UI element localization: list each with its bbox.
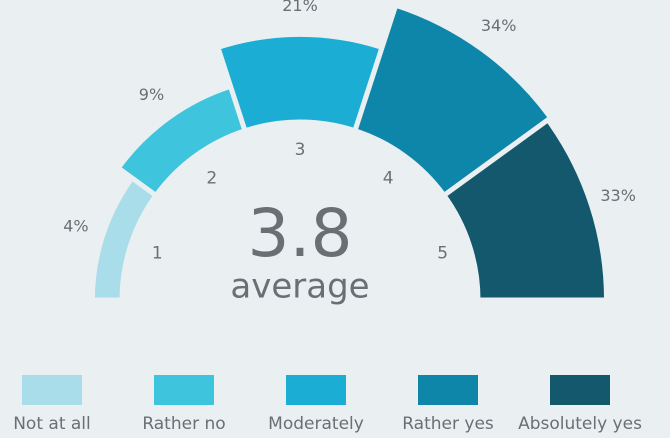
legend-label: Moderately <box>268 414 364 434</box>
legend-swatch <box>286 375 346 405</box>
scale-label: 2 <box>206 169 217 189</box>
legend-label: Rather yes <box>402 414 494 434</box>
legend-swatch <box>154 375 214 405</box>
legend-swatch <box>22 375 82 405</box>
legend-swatch <box>550 375 610 405</box>
segment <box>351 2 555 199</box>
scale-label: 4 <box>383 169 394 189</box>
legend-label: Rather no <box>142 414 225 434</box>
value-label: 9% <box>139 85 164 104</box>
legend-label: Not at all <box>13 414 91 434</box>
value-label: 4% <box>63 217 88 236</box>
scale-label: 1 <box>152 244 163 264</box>
legend-swatch <box>418 375 478 405</box>
segment <box>440 116 610 303</box>
scale-label: 3 <box>295 140 306 160</box>
average-value: 3.8 <box>248 195 353 272</box>
value-label: 34% <box>481 16 517 35</box>
scale-label: 5 <box>437 244 448 264</box>
legend-label: Absolutely yes <box>518 414 642 434</box>
value-label: 33% <box>600 186 636 205</box>
value-label: 21% <box>282 0 318 15</box>
average-label: average <box>230 267 369 307</box>
